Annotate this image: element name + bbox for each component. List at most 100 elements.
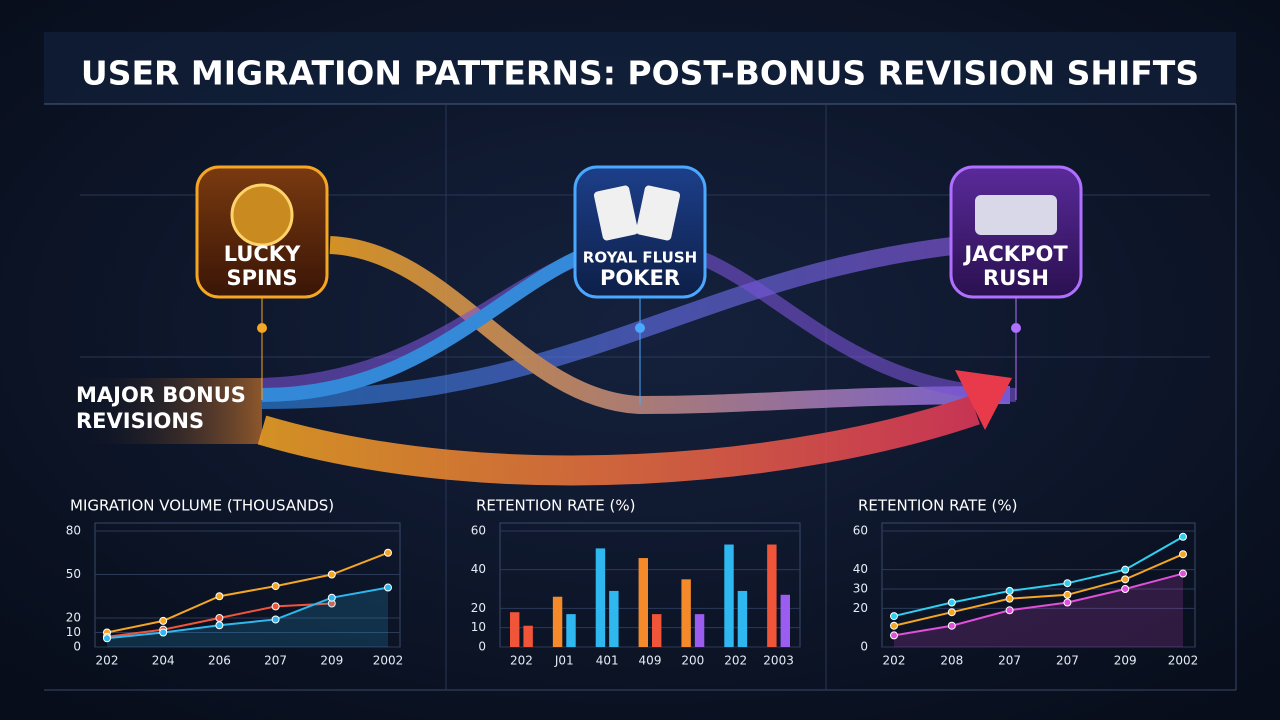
bar (694, 614, 705, 647)
x-tick-label: 208 (940, 654, 963, 668)
page-title: USER MIGRATION PATTERNS: POST-BONUS REVI… (81, 54, 1199, 93)
point (103, 634, 111, 643)
x-tick-label: 401 (596, 654, 619, 668)
point (1063, 590, 1072, 599)
point (159, 616, 168, 625)
y-tick-label: 0 (860, 640, 868, 654)
bar (681, 579, 691, 647)
point (1063, 579, 1072, 588)
point (327, 593, 336, 602)
point (271, 582, 280, 591)
x-tick-label: 207 (1056, 654, 1079, 668)
point (1121, 565, 1130, 574)
point (1005, 606, 1014, 615)
app-label: SPINS (226, 266, 297, 290)
x-tick-label: 209 (320, 654, 343, 668)
x-tick-label: 202 (510, 654, 533, 668)
arrow-head (955, 370, 1012, 430)
x-tick-label: 409 (639, 654, 662, 668)
y-tick-label: 60 (471, 524, 486, 538)
y-tick-label: 40 (471, 562, 486, 576)
bar (510, 612, 520, 647)
header-band (44, 32, 1236, 104)
bar (609, 590, 619, 647)
x-tick-label: 202 (96, 654, 119, 668)
bar (523, 625, 533, 647)
app-icon (949, 165, 1083, 400)
y-tick-label: 30 (853, 582, 868, 596)
point (215, 621, 224, 630)
x-tick-label: 2002 (373, 654, 404, 668)
x-tick-label: 200 (681, 654, 704, 668)
line (106, 586, 389, 640)
point (890, 612, 898, 621)
point (1121, 575, 1130, 584)
bar (638, 558, 648, 647)
app-label: LUCKY (224, 242, 301, 266)
point (327, 570, 336, 579)
point (890, 621, 898, 630)
point (215, 614, 224, 622)
charts: MIGRATION VOLUME (THOUSANDS)010205080202… (66, 497, 1199, 668)
x-tick-label: 2003 (763, 654, 794, 668)
bar (552, 596, 563, 647)
point (947, 621, 956, 630)
x-tick-label: 202 (724, 654, 747, 668)
app-icon (195, 165, 329, 400)
point (1179, 550, 1187, 559)
x-tick-label: 207 (998, 654, 1021, 668)
bar (737, 590, 748, 647)
point (384, 583, 392, 592)
chart: RETENTION RATE (%) 0 20 30 40 60 202 208 207 207 2… (853, 497, 1199, 668)
y-tick-label: 20 (471, 601, 486, 615)
line (893, 553, 1184, 627)
x-tick-label: 209 (1114, 654, 1137, 668)
y-tick-label: 10 (471, 620, 486, 634)
point (947, 598, 956, 607)
callout-band (70, 378, 262, 444)
x-tick-label: 204 (152, 654, 175, 668)
point (1179, 569, 1187, 578)
y-tick-label: 40 (853, 562, 868, 576)
point (1063, 598, 1072, 607)
y-tick-label: 80 (66, 524, 81, 538)
point (947, 608, 956, 617)
callout-label: REVISIONS (76, 409, 204, 433)
bar (566, 614, 576, 647)
point (1121, 585, 1130, 593)
x-tick-label: 207 (264, 654, 287, 668)
bar (652, 614, 662, 647)
bar (780, 594, 790, 647)
point (1179, 532, 1187, 541)
point (159, 628, 168, 637)
y-tick-label: 20 (66, 611, 81, 625)
chart-title: RETENTION RATE (%) (858, 497, 1017, 515)
point (890, 631, 898, 640)
y-tick-label: 60 (853, 524, 868, 538)
y-tick-label: 50 (66, 567, 81, 581)
bar (595, 548, 606, 647)
app-label: ROYAL FLUSH (583, 249, 697, 267)
y-tick-label: 10 (66, 625, 81, 639)
y-tick-label: 0 (478, 640, 486, 654)
bar (724, 544, 734, 647)
point (271, 602, 280, 611)
app-icon (573, 165, 707, 405)
chart: RETENTION RATE (%) 0 10 20 40 60 202 J01 401 409 2… (471, 497, 801, 668)
chart-title: RETENTION RATE (%) (476, 497, 635, 515)
x-tick-label: 2002 (1168, 654, 1199, 668)
area (107, 587, 388, 647)
area (894, 573, 1183, 647)
point (1005, 586, 1014, 595)
callout-label: MAJOR BONUS (76, 383, 246, 407)
app-label: POKER (600, 266, 680, 290)
point (215, 592, 224, 601)
y-tick-label: 0 (73, 640, 81, 654)
x-tick-label: 206 (208, 654, 231, 668)
x-tick-label: 202 (883, 654, 906, 668)
line (893, 535, 1184, 618)
point (384, 548, 392, 557)
point (1005, 594, 1014, 603)
